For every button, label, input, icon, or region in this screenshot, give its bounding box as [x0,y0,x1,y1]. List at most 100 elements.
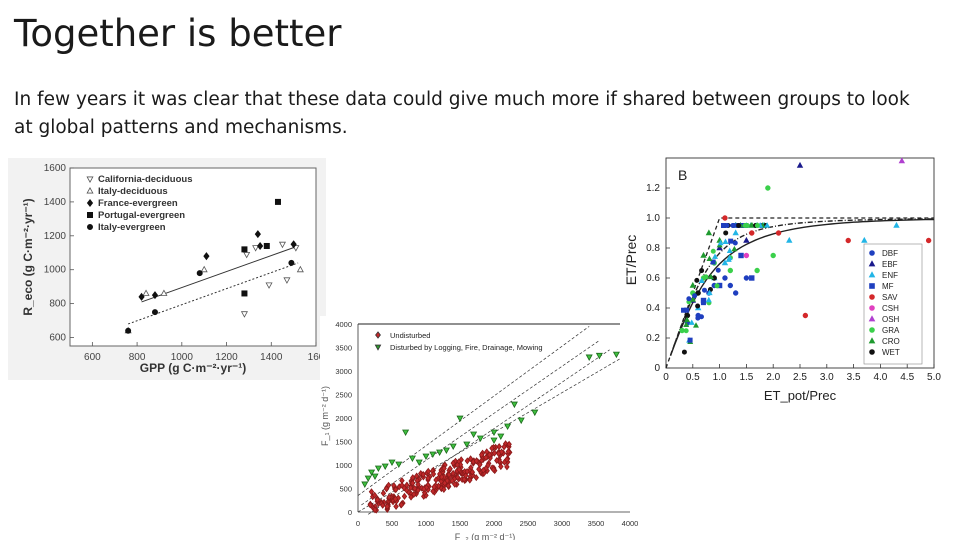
c3-data-point [679,327,685,334]
c2-y-tick-label: 3500 [335,344,352,353]
c3-x-tick-label: 4.5 [900,372,914,383]
c2-undisturbed-point [425,474,431,482]
c2-undisturbed-point [386,493,392,501]
c1-y-tick-label: 1400 [44,197,67,208]
c2-undisturbed-point [446,471,452,479]
c2-undisturbed-point [409,479,416,487]
slide-body-text: In few years it was clear that these dat… [14,89,910,138]
c3-data-point [705,229,713,236]
c2-undisturbed-point [490,465,497,473]
c3-y-tick-label: 0.4 [646,303,660,314]
c3-data-point [721,259,729,266]
c2-x-tick-label: 4000 [622,519,639,528]
c1-y-tick-label: 1600 [44,163,67,174]
c1-data-point [254,230,261,239]
c3-data-point [765,185,771,191]
c2-undisturbed-point [467,455,474,463]
c3-data-point [681,349,687,355]
c2-x-tick-label: 500 [386,519,399,528]
c3-data-point [710,248,716,254]
c2-undisturbed-point [380,489,387,497]
c1-legend-label: Italy-evergreen [98,222,166,233]
c3-legend-label: MF [882,282,894,291]
c2-undisturbed-point [401,492,408,500]
c2-undisturbed-point [412,484,418,493]
c3-data-point [727,267,734,274]
c2-undisturbed-point [480,466,487,474]
c1-y-axis-label: R_eco (g C·m⁻²·yr⁻¹) [21,198,35,315]
c2-x-tick-label: 1500 [452,519,469,528]
c2-y-tick-label: 2500 [335,391,352,400]
c3-x-tick-label: 0.5 [686,372,700,383]
c2-undisturbed-point [413,472,420,480]
c1-data-point [138,292,145,301]
c2-undisturbed-point [495,450,502,458]
c2-disturbed-point [395,461,403,469]
c2-undisturbed-point [454,461,461,469]
c2-regression-line [361,340,600,506]
c3-data-point [684,316,691,323]
c3-legend-marker [869,349,875,355]
c2-undisturbed-point [473,474,479,482]
c3-data-point [687,337,693,343]
c3-data-point [700,300,706,306]
c1-x-tick-label: 1200 [215,352,238,363]
c2-y-axis-label: F_₁ (g m⁻² d⁻¹) [320,386,330,446]
c1-data-point [151,291,159,300]
c2-undisturbed-point [449,477,455,485]
c2-y-tick-label: 2000 [335,414,352,423]
c3-data-point [714,283,720,289]
c3-legend-label: WET [882,348,900,357]
c2-disturbed-point [476,435,484,443]
c2-disturbed-point [429,451,437,459]
c3-data-point [689,281,697,288]
c2-disturbed-point [517,417,525,425]
budyko-chart: B 0 0.5 1.0 1.5 2.0 2.5 3.0 3.5 4.0 4.5 5.0 0 0.2 0.4… [620,150,960,410]
c3-data-point [749,275,755,281]
c1-legend-label: Portugal-evergreen [98,210,185,221]
c3-data-point [845,237,851,244]
c2-undisturbed-point [469,468,476,476]
c3-data-point [722,215,728,221]
c3-legend-label: GRA [882,326,900,335]
c1-legend-marker [87,224,94,231]
c3-data-point [722,275,728,281]
c3-data-point [705,296,712,303]
c2-x-axis-label: F_₂ (g m⁻² d⁻¹) [455,532,516,540]
c3-data-point [688,319,695,325]
c2-undisturbed-point [431,483,437,491]
c1-data-point [203,252,210,261]
c3-legend-marker [869,283,875,289]
c1-data-point [241,290,248,297]
c3-x-tick-label: 1.0 [713,372,727,383]
c2-undisturbed-point [506,440,512,448]
c2-undisturbed-point [447,465,453,473]
c1-y-tick-label: 800 [49,299,66,310]
c1-legend-label: France-evergreen [98,198,178,209]
c3-legend-marker [869,305,875,311]
c2-disturbed-point [497,433,505,441]
c3-data-point [796,161,804,168]
c2-disturbed-point [408,455,416,463]
c3-data-point [683,328,689,334]
c2-undisturbed-point [384,502,390,510]
c2-undisturbed-point [491,449,498,457]
c3-data-point [701,287,707,293]
c3-x-tick-label: 0 [663,372,669,383]
c3-legend-label: CSH [882,304,899,313]
c2-undisturbed-point [420,470,426,478]
c3-data-point [715,267,721,273]
disturbance-chart: 0 500 1000 1500 2000 2500 3000 3500 4000 0 500 1000… [320,316,642,540]
c3-data-point [748,222,755,228]
c3-data-point [695,290,701,296]
c2-disturbed-point [510,401,518,409]
c3-y-tick-label: 0.6 [646,273,660,284]
c2-undisturbed-point [380,501,386,509]
c3-data-point [736,223,742,229]
c1-x-tick-label: 1400 [260,352,283,363]
c1-data-point [278,241,286,249]
c1-x-tick-label: 600 [84,352,101,363]
c2-undisturbed-point [498,463,504,471]
c3-legend-marker [869,250,875,256]
c3-x-axis-label: ET_pot/Prec [764,388,837,403]
